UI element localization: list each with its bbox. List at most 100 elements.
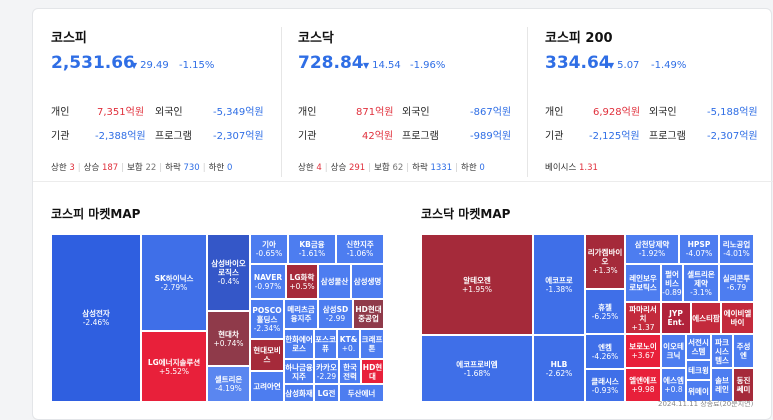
index-name[interactable]: 코스닥 <box>298 31 334 46</box>
kospi-treemap-cell[interactable]: 셀트리온 -4.19% <box>207 366 250 402</box>
kospi-treemap-cell[interactable]: 고려아연 <box>250 371 284 402</box>
index-name[interactable]: 코스피 200 <box>545 31 613 46</box>
kospi-treemap-cell[interactable]: 삼성화재 <box>284 384 314 402</box>
kosdaq-treemap-cell[interactable]: 파마리서치 +1.37 <box>625 302 661 334</box>
kosdaq-treemap-cell[interactable]: 휴젤 -6.25% <box>585 289 625 334</box>
investor-value: 42억원 <box>362 131 394 142</box>
kospi-treemap-cell[interactable]: 삼성바이오로직스 -0.4% <box>207 234 250 311</box>
kospi-treemap-cell[interactable]: 두산에너 <box>339 384 384 402</box>
stock-name: 포스코퓨 <box>315 335 336 353</box>
kosdaq-treemap-cell[interactable]: 레인보우로보틱스 <box>625 264 661 302</box>
kosdaq-treemap-cell[interactable]: 솔브레인 <box>711 368 733 402</box>
kospi-treemap-cell[interactable]: 기아 -0.65% <box>250 234 288 264</box>
stock-name: 테크윙 <box>688 365 709 375</box>
kospi-treemap-cell[interactable]: 카카오 -2.29 <box>314 359 339 384</box>
stock-change: -2.46% <box>82 318 110 327</box>
kosdaq-treemap-cell[interactable]: 주성엔 <box>733 334 754 368</box>
investor-label: 개인 <box>51 107 70 118</box>
kospi-treemap-cell[interactable]: POSCO홀딩스 -2.34% <box>250 299 284 339</box>
index-name[interactable]: 코스피 <box>51 31 87 46</box>
update-time: 2024.11.11 장종료(20분지연) <box>658 400 754 408</box>
stock-name: 삼성물산 <box>320 277 349 286</box>
kosdaq-treemap-cell[interactable]: 셀트리온제약 -3.1% <box>683 264 719 302</box>
kosdaq-treemap-cell[interactable]: 클래시스 -0.93% <box>585 369 625 402</box>
stock-name: JYP Ent. <box>667 309 685 327</box>
stock-name: 삼성화재 <box>285 388 313 398</box>
kospi-treemap-cell[interactable]: 현대모비스 <box>250 339 284 371</box>
stock-change: -4.07% <box>685 249 713 258</box>
investor-value: -2,388억원 <box>95 131 146 142</box>
kospi-treemap-cell[interactable]: HD현대중공업 <box>353 299 384 329</box>
kosdaq-treemap-cell[interactable]: 알테오젠 +1.95% <box>421 234 533 335</box>
kospi-treemap-cell[interactable]: 삼성생명 <box>351 264 384 299</box>
stock-name: 에코프로 <box>545 275 573 285</box>
kosdaq-treemap-cell[interactable]: 보로노이 +3.67 <box>625 334 661 368</box>
kospi-treemap-cell[interactable]: 신한지주 -1.06% <box>336 234 384 264</box>
kosdaq-treemap-cell[interactable]: 서전시스템 <box>686 334 711 360</box>
kospi-treemap-cell[interactable]: SK하이닉스 -2.79% <box>141 234 207 331</box>
kosdaq-treemap-cell[interactable]: 엘앤에프 +9.98 <box>625 368 661 402</box>
kosdaq-treemap-cell[interactable]: 동진쎄미 <box>733 368 754 402</box>
kosdaq-treemap-cell[interactable]: 삼천당제약 -1.92% <box>625 234 679 264</box>
stock-change: +0.5% <box>289 281 315 291</box>
kosdaq-treemap-cell[interactable]: 엔켐 -4.26% <box>585 334 625 369</box>
kosdaq-treemap-cell[interactable]: 이오테크닉 <box>661 334 686 368</box>
kospi-treemap-cell[interactable]: 포스코퓨 <box>314 329 337 359</box>
kospi-treemap-cell[interactable]: 한국전력 <box>339 359 361 384</box>
stock-name: KT& <box>339 335 358 344</box>
kosdaq-treemap-cell[interactable]: 에스엠 +0.8 <box>661 368 686 402</box>
stock-name: 삼성생명 <box>353 277 382 286</box>
investor-value: -2,307억원 <box>213 131 264 142</box>
kosdaq-treemap-cell[interactable]: 에코프로 -1.38% <box>533 234 585 335</box>
investor-label: 외국인 <box>649 107 677 118</box>
kospi-treemap-cell[interactable]: LG전 <box>314 384 339 402</box>
stock-name: 삼천당제약 <box>634 240 670 249</box>
kospi-treemap-cell[interactable]: KT& +0. <box>337 329 360 359</box>
stock-name: HPSP <box>687 240 711 249</box>
kosdaq-treemap-cell[interactable]: JYP Ent. <box>661 302 691 334</box>
stock-change: +1.3% <box>592 266 618 275</box>
stock-name: 엔켐 <box>598 342 612 352</box>
kosdaq-treemap-cell[interactable]: 파크시스템스 <box>711 334 733 368</box>
kospi-treemap-cell[interactable]: 메리츠금융지주 <box>284 299 318 329</box>
investor-label: 외국인 <box>402 107 430 118</box>
investor-value: -867억원 <box>470 107 512 118</box>
kosdaq-treemap-cell[interactable]: 리노공업 -4.01% <box>719 234 754 264</box>
investor-label: 프로그램 <box>402 131 439 142</box>
kospi-treemap-cell[interactable]: LG화학 +0.5% <box>286 264 318 299</box>
kospi-treemap-cell[interactable]: 삼성전자 -2.46% <box>51 234 141 402</box>
kosdaq-treemap-cell[interactable]: HPSP -4.07% <box>679 234 719 264</box>
stock-name: 메리츠금융지주 <box>287 305 315 323</box>
kosdaq-treemap-cell[interactable]: 실리콘투 -6.79 <box>719 264 754 302</box>
investor-label: 기관 <box>298 131 317 142</box>
stock-name: HD현대 <box>362 362 383 381</box>
kospi-treemap-cell[interactable]: NAVER -0.97% <box>250 264 286 299</box>
kosdaq-treemap-cell[interactable]: 에스티팜 <box>691 302 721 334</box>
kospi-treemap-cell[interactable]: 삼성물산 <box>318 264 351 299</box>
stock-name: HD현대중공업 <box>355 305 382 323</box>
kospi-treemap-cell[interactable]: KB금융 -1.61% <box>288 234 336 264</box>
kospi-treemap-cell[interactable]: 삼성SD -2.99 <box>318 299 353 329</box>
stock-name: 보로노이 <box>629 342 657 351</box>
stock-change: -4.26% <box>591 351 619 361</box>
down-triangle-icon: ▼ <box>131 61 138 70</box>
kosdaq-treemap-cell[interactable]: 펄어비스 -0.89 <box>661 264 683 302</box>
kospi-treemap-cell[interactable]: LG에너지솔루션 +5.52% <box>141 331 207 402</box>
kospi-treemap-cell[interactable]: 현대차 +0.74% <box>207 311 250 366</box>
kosdaq-treemap-cell[interactable]: 테크윙 <box>686 360 711 380</box>
stock-change: +5.52% <box>158 366 190 376</box>
index-change: ▼ 14.54 <box>363 60 401 71</box>
kospi-treemap-cell[interactable]: HD현대 <box>361 359 384 384</box>
kospi-treemap-cell[interactable]: 하나금융지주 <box>284 359 314 384</box>
kosdaq-treemap-cell[interactable]: 리가켐바이오 +1.3% <box>585 234 625 289</box>
stock-change: -6.25% <box>591 311 619 321</box>
investor-value: -5,349억원 <box>213 107 264 118</box>
kospi-treemap-cell[interactable]: 한화에어로스 <box>284 329 314 359</box>
stock-change: -0.97% <box>254 281 282 291</box>
kosdaq-treemap-cell[interactable]: HLB -2.62% <box>533 335 585 402</box>
kosdaq-treemap-cell[interactable]: 위메이 <box>686 380 711 402</box>
stock-name: 솔브레인 <box>715 376 729 394</box>
kosdaq-treemap-cell[interactable]: 에코프로비엠 -1.68% <box>421 335 533 402</box>
kospi-treemap-cell[interactable]: 크래프톤 <box>360 329 384 359</box>
kosdaq-treemap-cell[interactable]: 에이비엘바이 <box>721 302 754 334</box>
